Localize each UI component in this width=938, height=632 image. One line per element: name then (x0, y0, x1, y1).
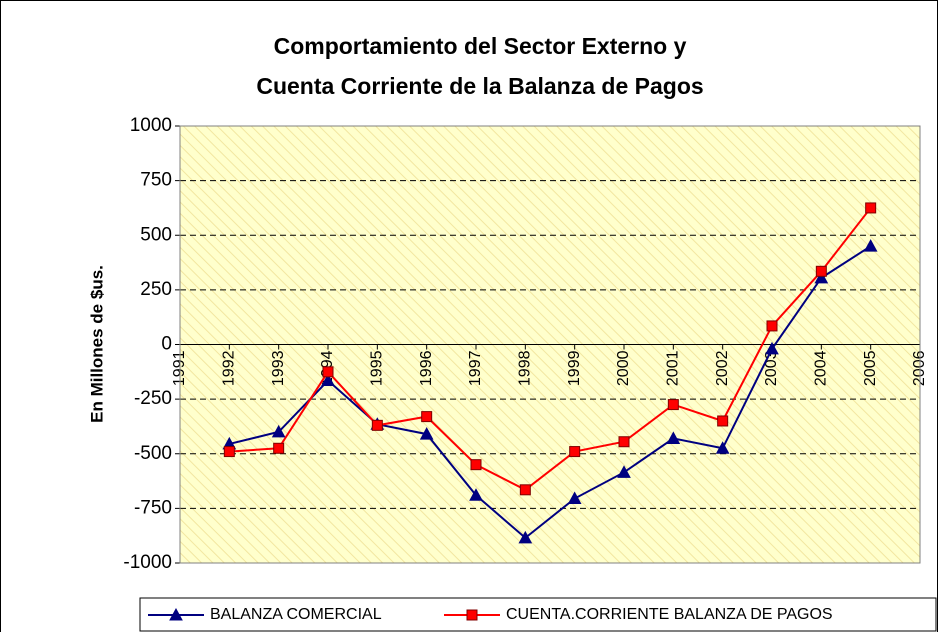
x-tick-label: 1999 (566, 350, 583, 386)
marker (419, 427, 434, 440)
chart-title: Comportamiento del Sector Externo y (274, 33, 687, 59)
marker (519, 484, 531, 496)
x-tick-label: 1998 (517, 350, 534, 386)
y-tick-label: 0 (161, 334, 172, 355)
marker (469, 488, 483, 501)
marker (518, 530, 533, 544)
marker (321, 373, 335, 387)
y-tick-label: -1000 (123, 552, 172, 573)
marker (271, 424, 286, 438)
marker (815, 265, 827, 277)
marker (470, 459, 482, 471)
legend-label: BALANZA COMERCIAL (210, 606, 382, 623)
x-tick-label: 1997 (467, 350, 484, 386)
x-tick-label: 2000 (615, 350, 632, 386)
marker (863, 239, 878, 252)
marker (169, 607, 183, 621)
x-tick-label: 2002 (714, 350, 731, 386)
legend (139, 597, 937, 632)
marker (765, 341, 779, 355)
x-tick-label: 1995 (369, 350, 386, 386)
y-tick-label: 750 (140, 170, 172, 191)
y-tick-label: -750 (134, 497, 172, 518)
marker (421, 411, 433, 423)
x-tick-label: 2004 (813, 350, 830, 386)
y-tick-label: 1000 (130, 115, 172, 136)
marker (865, 202, 877, 214)
marker (466, 609, 478, 621)
x-tick-label: 2003 (763, 350, 780, 386)
x-tick-label: 1992 (221, 350, 238, 386)
marker (667, 399, 679, 411)
y-tick-label: 250 (140, 279, 172, 300)
marker (618, 436, 630, 448)
y-axis-label: En Millones de $us. (87, 265, 106, 423)
x-tick-label: 2005 (862, 350, 879, 386)
marker (273, 442, 285, 454)
y-tick-label: -250 (134, 388, 172, 409)
plot-border (179, 125, 921, 564)
y-tick-label: 500 (140, 224, 172, 245)
series-line (229, 207, 872, 491)
x-tick-label: 1993 (270, 350, 287, 386)
marker (666, 431, 681, 444)
y-tick-label: -500 (134, 443, 172, 464)
marker (766, 320, 778, 332)
marker (567, 491, 582, 505)
marker (569, 446, 581, 458)
marker (715, 441, 730, 454)
marker (223, 446, 235, 458)
marker (814, 270, 829, 284)
marker (322, 366, 334, 378)
x-tick-label: 1996 (418, 350, 435, 386)
legend-label: CUENTA.CORRIENTE BALANZA DE PAGOS (506, 606, 833, 623)
series-layer (222, 202, 878, 544)
x-tick-label: 2001 (665, 350, 682, 386)
marker (717, 415, 729, 427)
marker (371, 419, 383, 431)
marker (617, 465, 631, 478)
series-line (229, 245, 872, 540)
chart-title: Cuenta Corriente de la Balanza de Pagos (256, 73, 703, 99)
